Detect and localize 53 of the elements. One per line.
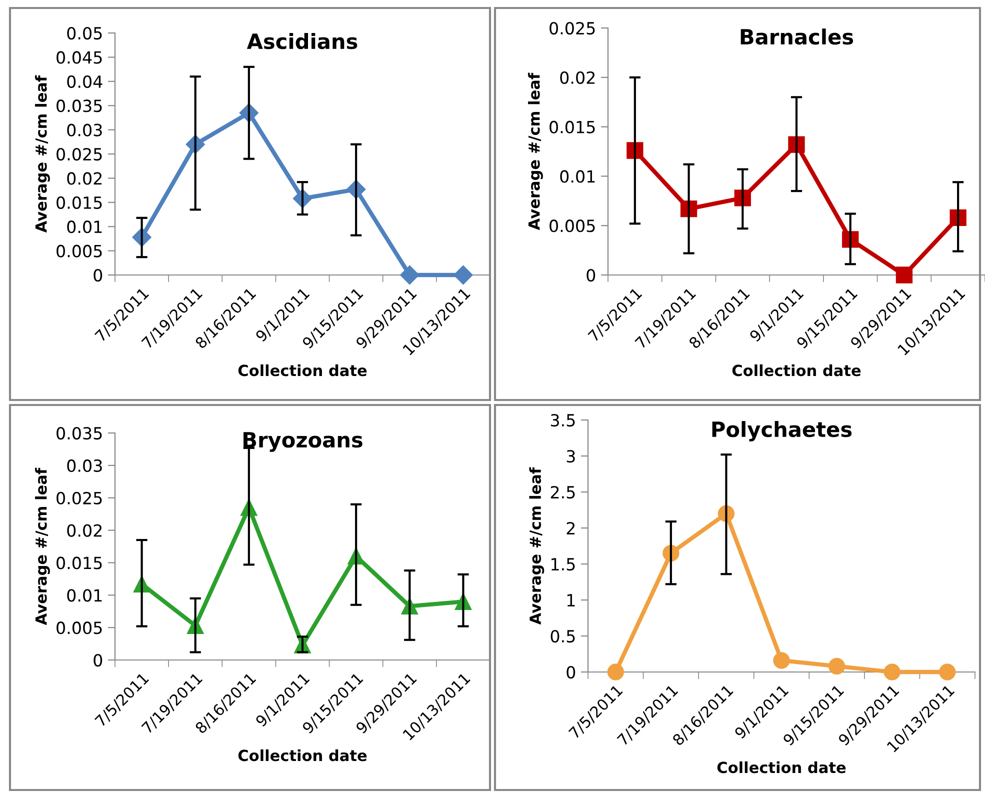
y-tick-label: 1.5 xyxy=(552,558,575,571)
y-tick-label: 0.01 xyxy=(67,220,102,234)
y-axis-title: Average #/cm leaf xyxy=(528,72,543,230)
y-tick-label: 0.02 xyxy=(560,71,595,84)
y-tick-label: 0.025 xyxy=(56,492,102,504)
point xyxy=(939,664,956,680)
y-tick-label: 0.04 xyxy=(67,75,102,88)
y-tick-label: 0.005 xyxy=(56,622,102,634)
y-tick-label: 1 xyxy=(567,594,575,606)
point xyxy=(454,265,473,285)
y-tick-label: 0.03 xyxy=(67,459,102,472)
chart-title: Polychaetes xyxy=(712,421,852,442)
y-tick-label: 0.02 xyxy=(67,172,102,185)
point xyxy=(400,265,420,285)
y-tick-label: 0.005 xyxy=(56,244,102,258)
y-axis-title: Average #/cm leaf xyxy=(35,75,50,233)
y-tick-label: 0.035 xyxy=(56,426,102,440)
x-axis-title: Collection date xyxy=(238,749,367,762)
y-tick-label: 0.015 xyxy=(550,120,595,134)
point xyxy=(607,664,624,680)
y-tick-label: 0.035 xyxy=(56,100,102,112)
chart-title: Barnacles xyxy=(740,28,854,45)
y-tick-label: 0 xyxy=(94,654,102,667)
x-axis-title: Collection date xyxy=(732,364,861,376)
y-tick-label: 0.025 xyxy=(550,22,595,35)
y-tick-label: 0.01 xyxy=(560,170,595,183)
y-axis-title: Average #/cm leaf xyxy=(529,467,544,625)
y-tick-label: 0.025 xyxy=(56,148,102,161)
y-tick-label: 0.02 xyxy=(67,524,102,537)
chart-title: Ascidians xyxy=(246,33,358,50)
point xyxy=(884,664,900,680)
x-axis-title: Collection date xyxy=(717,761,846,774)
y-tick-label: 0.05 xyxy=(67,26,102,40)
y-tick-label: 0.015 xyxy=(56,196,102,209)
y-tick-label: 2 xyxy=(566,522,575,534)
y-tick-label: 0.5 xyxy=(550,630,575,643)
y-tick-label: 0 xyxy=(566,666,576,679)
y-tick-label: 0.045 xyxy=(56,51,102,64)
chart-title: Bryozoans xyxy=(244,432,362,452)
point xyxy=(896,266,913,284)
y-tick-label: 3.5 xyxy=(550,414,575,427)
y-tick-label: 0.01 xyxy=(67,589,102,602)
point xyxy=(828,658,846,675)
y-axis-title: Average #/cm leaf xyxy=(35,468,50,626)
y-tick-label: 0.015 xyxy=(56,556,102,570)
y-tick-label: 0.005 xyxy=(550,220,595,232)
y-tick-label: 0 xyxy=(94,268,102,282)
y-tick-label: 2.5 xyxy=(550,486,575,499)
y-tick-label: 0.03 xyxy=(67,124,102,136)
point xyxy=(773,652,790,669)
y-tick-label: 0 xyxy=(586,268,596,282)
x-axis-title: Collection date xyxy=(238,364,367,376)
y-tick-label: 3 xyxy=(566,450,575,463)
